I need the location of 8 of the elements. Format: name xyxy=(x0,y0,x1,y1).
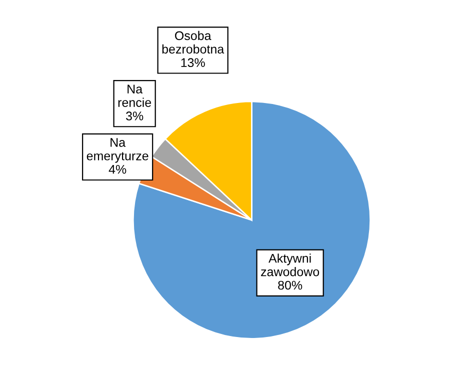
data-label: 4% xyxy=(108,164,126,174)
data-label: 80% xyxy=(278,280,302,290)
data-label: 3% xyxy=(126,112,144,120)
slice-label: Aktywni zawodowo xyxy=(261,254,320,276)
slice-label: Osoba bezrobotna xyxy=(162,30,224,54)
data-label: 13% xyxy=(181,58,205,68)
slice-label: Na rencie xyxy=(118,84,152,107)
slice-label: Na emeryturze xyxy=(86,138,148,163)
